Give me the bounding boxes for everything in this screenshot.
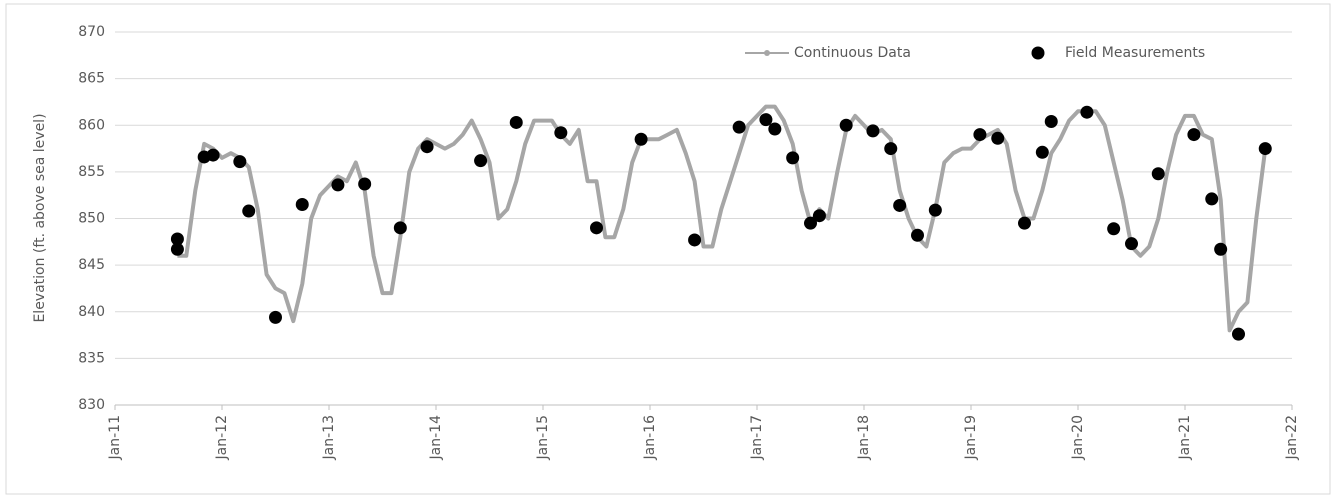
field-point <box>1187 128 1201 142</box>
x-tick-label: Jan-19 <box>963 415 979 460</box>
y-axis-label: Elevation (ft. above sea level) <box>32 113 48 322</box>
legend-label: Field Measurements <box>1065 45 1205 61</box>
y-tick-label: 830 <box>78 397 105 413</box>
x-tick-label: Jan-20 <box>1070 415 1086 460</box>
field-point <box>732 120 746 134</box>
y-tick-label: 865 <box>78 71 105 87</box>
y-tick-label: 870 <box>78 24 105 40</box>
field-point <box>474 154 488 168</box>
field-point <box>1232 327 1245 341</box>
field-point <box>242 204 256 218</box>
field-point <box>1035 145 1049 159</box>
field-point <box>634 132 648 146</box>
field-point <box>812 209 826 223</box>
legend-label: Continuous Data <box>794 45 911 61</box>
field-point <box>170 232 184 246</box>
field-point <box>269 310 282 324</box>
x-tick-label: Jan-16 <box>642 415 658 461</box>
x-tick-label: Jan-21 <box>1177 415 1193 460</box>
field-point <box>233 155 247 169</box>
field-point <box>1258 142 1272 156</box>
field-point <box>1151 167 1165 181</box>
x-tick-label: Jan-15 <box>535 415 551 460</box>
field-point <box>420 140 434 154</box>
field-point <box>358 177 372 191</box>
field-point <box>1044 115 1058 129</box>
x-tick-label: Jan-22 <box>1284 415 1300 460</box>
y-tick-label: 845 <box>78 257 105 273</box>
x-tick-label: Jan-13 <box>321 415 337 460</box>
field-point <box>866 124 880 138</box>
field-point <box>1107 222 1121 236</box>
field-point <box>768 122 782 136</box>
field-point <box>1205 192 1219 206</box>
y-tick-label: 850 <box>78 211 105 227</box>
field-point <box>884 142 898 156</box>
field-point <box>393 221 407 235</box>
field-point <box>509 115 523 129</box>
field-point <box>1125 237 1138 251</box>
y-tick-label: 840 <box>78 304 105 320</box>
x-tick-label: Jan-12 <box>214 415 230 460</box>
x-tick-label: Jan-18 <box>856 415 872 460</box>
field-point <box>839 118 853 132</box>
x-tick-label: Jan-11 <box>107 415 123 460</box>
y-tick-label: 835 <box>78 350 105 366</box>
field-point <box>1018 216 1031 230</box>
field-point <box>973 128 987 142</box>
field-point <box>331 178 345 192</box>
field-point <box>590 221 603 235</box>
field-point <box>206 148 220 162</box>
chart-border <box>5 3 1331 495</box>
field-point <box>991 131 1005 145</box>
field-point <box>759 113 773 127</box>
y-tick-label: 855 <box>78 164 105 180</box>
field-point <box>911 228 924 242</box>
field-point <box>170 242 184 256</box>
field-point <box>928 203 942 217</box>
field-point <box>295 198 309 212</box>
legend-swatch <box>1031 46 1045 60</box>
field-point <box>554 126 568 140</box>
field-point <box>688 233 702 247</box>
field-point <box>1214 242 1228 256</box>
x-tick-label: Jan-14 <box>428 415 444 461</box>
legend-swatch <box>764 50 770 56</box>
field-point <box>893 198 907 212</box>
field-point <box>1080 105 1094 119</box>
y-tick-label: 860 <box>78 117 105 133</box>
field-point <box>786 151 800 165</box>
field-point <box>804 216 817 230</box>
x-tick-label: Jan-17 <box>749 415 765 460</box>
